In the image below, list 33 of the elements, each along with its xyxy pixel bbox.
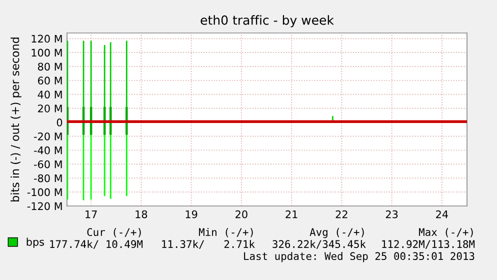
- x-tick-label: 17: [86, 210, 97, 218]
- text: Avg (-/+): [310, 228, 364, 238]
- text: Min (-/+): [198, 228, 253, 238]
- text: 326.22k/345.45k: [272, 240, 366, 249]
- y-tick-label: 20 M: [38, 104, 62, 112]
- text: 112.92M/113.18M: [382, 240, 475, 249]
- x-tick-label: 21: [286, 210, 298, 218]
- text: 177.74k/ 10.49M: [50, 240, 143, 249]
- text: Max (-/+): [418, 228, 473, 238]
- y-tick-label: 0: [56, 118, 62, 126]
- text: 11.37k/ 2.71k: [162, 240, 255, 249]
- x-tick-label: 22: [336, 210, 348, 218]
- y-tick-label: -80 M: [34, 174, 62, 182]
- y-tick-label: 60 M: [38, 76, 62, 85]
- x-tick-label: 20: [236, 210, 248, 218]
- y-tick-label: -120 M: [27, 202, 62, 210]
- chart-title: eth0 traffic - by week: [200, 15, 334, 28]
- y-tick-label: 120 M: [32, 34, 62, 43]
- y-tick-label: 40 M: [38, 90, 62, 98]
- y-tick-label: 100 M: [32, 48, 62, 57]
- x-tick-label: 24: [436, 210, 448, 218]
- text: Cur (-/+): [87, 228, 141, 238]
- y-tick-label: 80 M: [38, 62, 62, 71]
- x-tick-label: 19: [186, 210, 198, 218]
- y-tick-label: -100 M: [27, 188, 62, 196]
- y-axis-title: bits in (-) / out (+) per second: [10, 38, 22, 202]
- y-tick-label: -40 M: [34, 146, 62, 154]
- y-tick-label: -60 M: [34, 160, 62, 168]
- y-tick-label: -20 M: [34, 132, 62, 140]
- x-tick-label: 18: [136, 210, 148, 218]
- x-tick-label: 23: [386, 210, 398, 218]
- legend-label: bps: [26, 238, 44, 248]
- text: Last update: Wed Sep 25 00:35:01 2013: [244, 252, 474, 262]
